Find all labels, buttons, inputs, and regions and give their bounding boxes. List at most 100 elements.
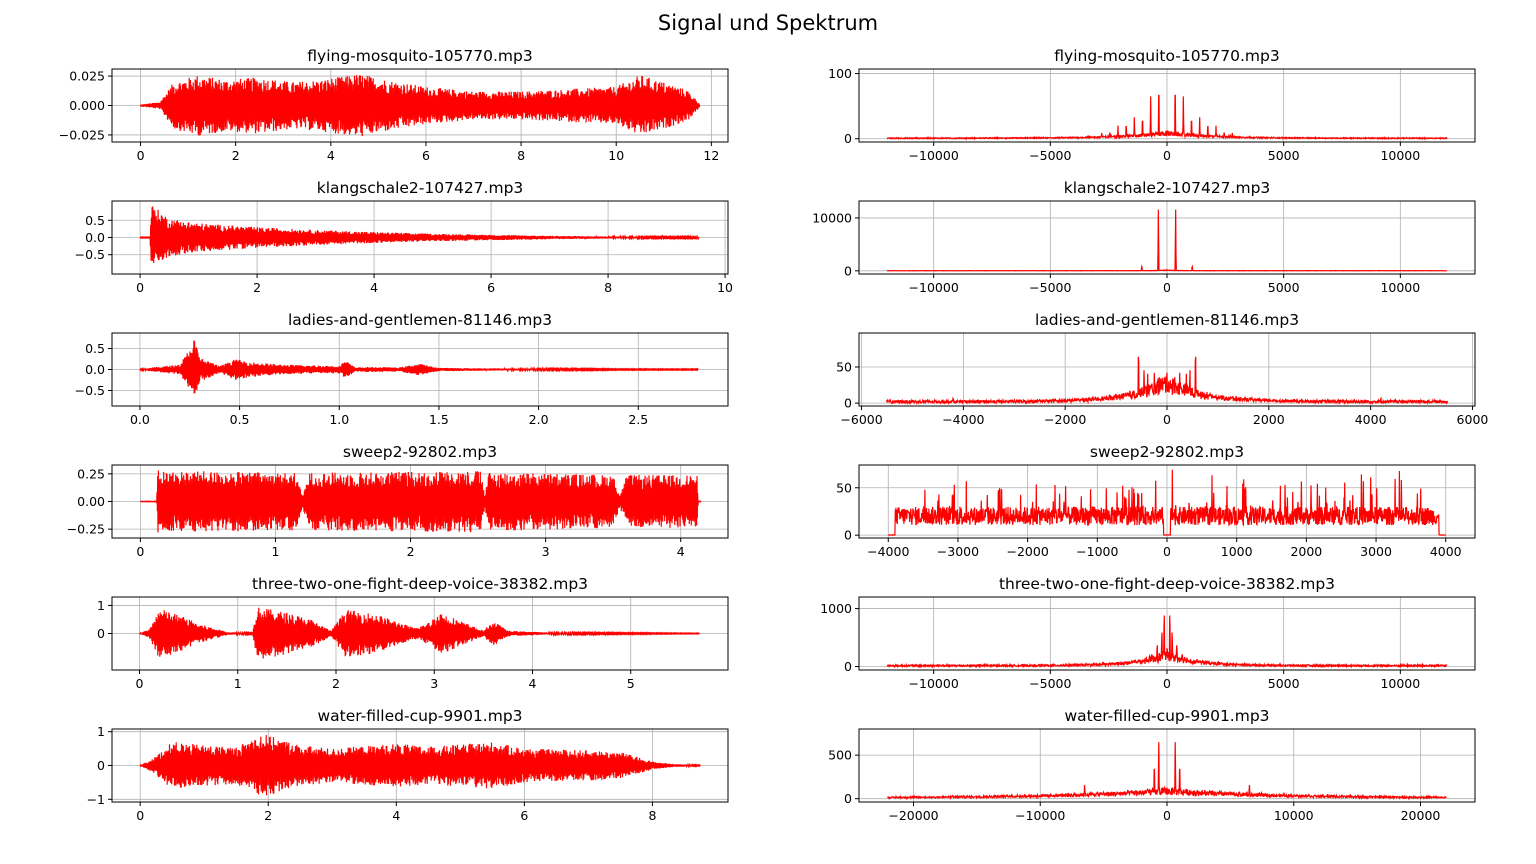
x-tick-label: 4: [529, 676, 537, 691]
y-tick-label: 0: [844, 528, 852, 543]
x-tick-label: 4: [677, 544, 685, 559]
x-tick-label: 8: [648, 808, 656, 823]
x-tick-label: 20000: [1401, 808, 1441, 823]
y-tick-label: 0.5: [85, 341, 105, 356]
x-tick-label: 6: [520, 808, 528, 823]
signal-series-line: [139, 340, 699, 394]
x-tick-label: 10000: [1274, 808, 1314, 823]
y-tick-label: −0.5: [75, 383, 105, 398]
subplot-title: ladies-and-gentlemen-81146.mp3: [288, 311, 552, 329]
y-tick-label: 0: [844, 396, 852, 411]
x-tick-label: −5000: [1029, 148, 1071, 163]
x-tick-label: 4: [370, 280, 378, 295]
x-tick-label: −20000: [888, 808, 938, 823]
spectrum-series-line: [886, 94, 1448, 141]
x-tick-label: −5000: [1029, 280, 1071, 295]
x-tick-label: 8: [517, 148, 525, 163]
x-tick-label: 1.0: [329, 412, 349, 427]
y-tick-label: 0: [97, 626, 105, 641]
y-tick-label: 0.0: [85, 230, 105, 245]
x-tick-label: 0: [1163, 808, 1171, 823]
x-tick-label: −10000: [909, 280, 959, 295]
x-tick-label: 0: [1163, 412, 1171, 427]
y-tick-label: 0.25: [77, 466, 105, 481]
x-tick-label: 0: [1163, 148, 1171, 163]
y-tick-label: 500: [828, 748, 852, 763]
spectrum-series-line: [886, 356, 1449, 406]
subplot-spec5: −10000 −5000 0 5000 10000 0 1000 three-two-one-…: [820, 575, 1476, 691]
subplot-sig3: 0.0 0.5 1.0 1.5 2.0 2.5 −0.5 0.0 0.5 ladies-and-g…: [75, 311, 729, 427]
y-tick-label: 1: [97, 724, 105, 739]
subplot-title: three-two-one-fight-deep-voice-38382.mp3: [252, 575, 588, 593]
y-tick-label: −1: [87, 792, 105, 807]
spectrum-series-line: [886, 209, 1448, 272]
x-tick-label: −2000: [1006, 544, 1048, 559]
x-tick-label: 0.5: [230, 412, 250, 427]
x-tick-label: 2: [232, 148, 240, 163]
x-tick-label: 12: [703, 148, 719, 163]
x-tick-label: −2000: [1044, 412, 1086, 427]
x-tick-label: 0: [136, 676, 144, 691]
subplot-sig2: 0 2 4 6 8 10 −0.5 0.0 0.5 klangschale2-107427.mp3: [75, 179, 733, 295]
subplot-sig6: 0 2 4 6 8 −1 0 1 water-filled-cup-9901.mp3: [87, 707, 729, 823]
y-tick-label: 0.000: [69, 98, 105, 113]
subplot-title: sweep2-92802.mp3: [343, 443, 497, 461]
y-tick-label: −0.5: [75, 247, 105, 262]
y-tick-label: 0.0: [85, 362, 105, 377]
x-tick-label: 5: [627, 676, 635, 691]
subplot-spec1: −10000 −5000 0 5000 10000 0 100 flying-mosquito…: [828, 47, 1476, 163]
subplot-title: ladies-and-gentlemen-81146.mp3: [1035, 311, 1299, 329]
x-tick-label: 3: [430, 676, 438, 691]
x-tick-label: 4: [392, 808, 400, 823]
x-tick-label: 6000: [1457, 412, 1489, 427]
y-tick-label: 0.5: [85, 213, 105, 228]
x-tick-label: 8: [604, 280, 612, 295]
subplot-title: klangschale2-107427.mp3: [317, 179, 524, 197]
x-tick-label: 2: [407, 544, 415, 559]
subplot-spec4: −4000 −3000 −2000 −1000 0 1000 2000 3000 4000 0 50…: [836, 443, 1476, 559]
y-tick-label: 0: [844, 659, 852, 674]
y-tick-label: 50: [836, 359, 852, 374]
y-tick-label: 100: [828, 66, 852, 81]
x-tick-label: 0: [1163, 676, 1171, 691]
x-tick-label: 2000: [1290, 544, 1322, 559]
y-tick-label: 0: [844, 263, 852, 278]
x-tick-label: 6: [487, 280, 495, 295]
x-tick-label: 0: [136, 808, 144, 823]
x-tick-label: −10000: [909, 676, 959, 691]
subplot-spec3: −6000 −4000 −2000 0 2000 4000 6000 0 50 ladies-an…: [836, 311, 1488, 427]
subplot-spec2: −10000 −5000 0 5000 10000 0 10000 klangschale2-…: [812, 179, 1476, 295]
y-tick-label: 50: [836, 480, 852, 495]
x-tick-label: 4: [327, 148, 335, 163]
x-tick-label: 0: [136, 280, 144, 295]
y-tick-label: 10000: [812, 210, 852, 225]
signal-series-line: [139, 206, 700, 264]
x-tick-label: −6000: [840, 412, 882, 427]
x-tick-label: 0: [1163, 280, 1171, 295]
subplot-sig4: 0 1 2 3 4 −0.25 0.00 0.25 sweep2-92802.mp3: [67, 443, 729, 559]
y-tick-label: 0.025: [69, 69, 105, 84]
x-tick-label: 4000: [1355, 412, 1387, 427]
x-tick-label: 2.0: [529, 412, 549, 427]
x-tick-label: 1.5: [429, 412, 449, 427]
subplot-title: sweep2-92802.mp3: [1090, 443, 1244, 461]
x-tick-label: 10000: [1380, 148, 1420, 163]
x-tick-label: 3: [542, 544, 550, 559]
subplot-sig1: 0 2 4 6 8 10 12 −0.025 0.000 0.025 flying-mosquito…: [59, 47, 729, 163]
x-tick-label: 5000: [1268, 280, 1300, 295]
subplot-title: flying-mosquito-105770.mp3: [1054, 47, 1279, 65]
x-tick-label: 0: [1163, 544, 1171, 559]
y-tick-label: 0.00: [77, 494, 105, 509]
x-tick-label: 6: [422, 148, 430, 163]
x-tick-label: 2: [332, 676, 340, 691]
y-tick-label: 0: [844, 131, 852, 146]
x-tick-label: 1000: [1221, 544, 1253, 559]
x-tick-label: 0: [136, 544, 144, 559]
x-tick-label: 0.0: [130, 412, 150, 427]
x-tick-label: 3000: [1360, 544, 1392, 559]
figure-title: Signal und Spektrum: [657, 11, 879, 35]
x-tick-label: −10000: [1015, 808, 1065, 823]
spectrum-series-line: [888, 469, 1446, 536]
x-tick-label: −4000: [942, 412, 984, 427]
subplot-spec6: −20000 −10000 0 10000 20000 0 500 water-filled-…: [828, 707, 1476, 823]
